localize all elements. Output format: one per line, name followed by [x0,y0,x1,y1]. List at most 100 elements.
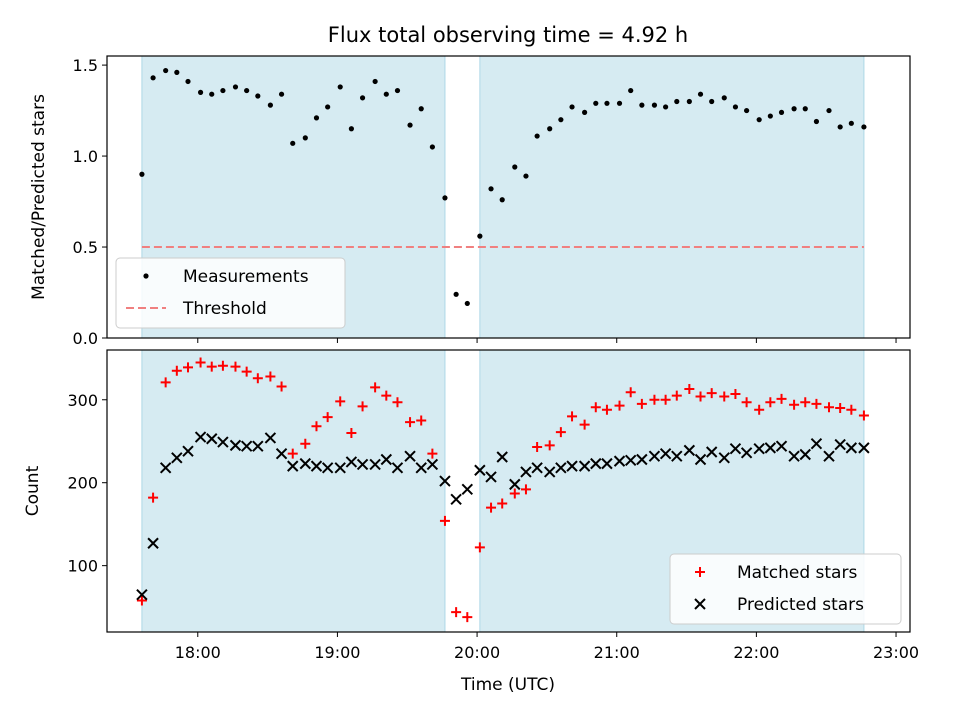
data-point [534,133,540,139]
data-point [800,397,811,408]
data-point [663,104,669,110]
data-point [359,95,366,101]
data-point [810,438,823,450]
data-point [229,439,242,452]
data-point [241,366,252,377]
data-point [835,403,846,414]
data-point [813,118,820,125]
data-point [182,362,193,373]
data-point [232,84,239,90]
x-tick-label: 20:00 [454,643,500,662]
data-point [582,109,588,115]
legend-box [115,257,346,329]
data-point [426,458,439,471]
data-point [683,444,696,457]
data-point [383,91,389,97]
data-point [499,197,505,203]
legend-label: Matched stars [737,563,857,583]
y-tick-label: 100 [67,557,98,576]
data-point [310,460,323,472]
series-matched-stars [136,357,869,623]
series-measurements [139,67,867,307]
data-point [439,515,450,526]
data-point [566,460,578,472]
y-tick-label: 200 [67,474,98,493]
data-point [578,460,591,472]
data-point [616,100,623,106]
x-tick-label: 19:00 [314,643,360,662]
data-point [520,466,532,478]
data-point [767,113,773,119]
data-point [756,117,762,123]
data-point [636,398,647,409]
data-point [197,89,204,95]
y-tick-label: 1.0 [73,147,98,166]
data-point [407,122,413,128]
data-point [287,460,299,472]
data-point [394,87,401,94]
data-point [496,451,508,463]
data-point [136,588,148,601]
data-point [209,91,215,97]
data-point [671,450,683,462]
data-point [139,171,145,177]
x-tick-label: 23:00 [873,643,919,662]
data-point [509,488,520,499]
data-point [485,471,497,483]
data-point [334,462,346,474]
data-point [217,436,229,448]
data-point [601,404,612,415]
series-predicted-stars [136,431,870,601]
data-point [636,453,648,466]
data-point [185,78,191,85]
data-point [335,396,346,407]
data-point [846,404,857,415]
data-point [858,410,869,421]
data-point [765,397,776,408]
count-panel: 100 200 300 18:00 19:00 20:00 21:00 22:00 23:00 C… [23,349,919,662]
data-point [160,377,171,388]
data-point [474,464,486,476]
data-point [267,102,273,108]
data-point [391,462,404,474]
data-point [788,450,800,462]
data-point [300,438,311,449]
legend-marker [143,273,149,279]
data-point [240,440,253,452]
data-point [322,412,333,423]
data-point [848,120,854,126]
data-point [163,67,169,74]
data-point [802,106,808,112]
data-point [741,397,752,408]
data-point [732,104,739,110]
data-point [614,400,625,411]
data-point [276,381,287,392]
data-point [302,135,308,141]
data-point [509,478,521,491]
data-point [604,100,610,106]
data-point [753,442,765,455]
data-point [671,390,682,401]
data-point [451,607,462,618]
data-point [206,361,217,372]
data-point [811,398,822,409]
data-point [512,164,518,170]
data-point [418,106,424,112]
data-point [660,394,671,405]
data-point [789,399,800,410]
ratio-panel: 0.0 0.5 1.0 1.5 Matched/Predicted stars Measu… [29,55,911,348]
data-point [230,361,241,372]
data-point [345,456,358,468]
data-point [834,438,846,451]
data-point [194,431,207,443]
data-point [136,595,147,606]
data-point [543,466,556,478]
data-point [372,78,378,85]
data-point [674,98,680,105]
data-point [477,233,483,239]
chart-title: Flux total observing time = 4.92 h [328,23,688,47]
data-point [649,394,660,405]
legend-label: Threshold [182,299,267,319]
data-point [415,462,427,474]
data-point [845,442,858,454]
